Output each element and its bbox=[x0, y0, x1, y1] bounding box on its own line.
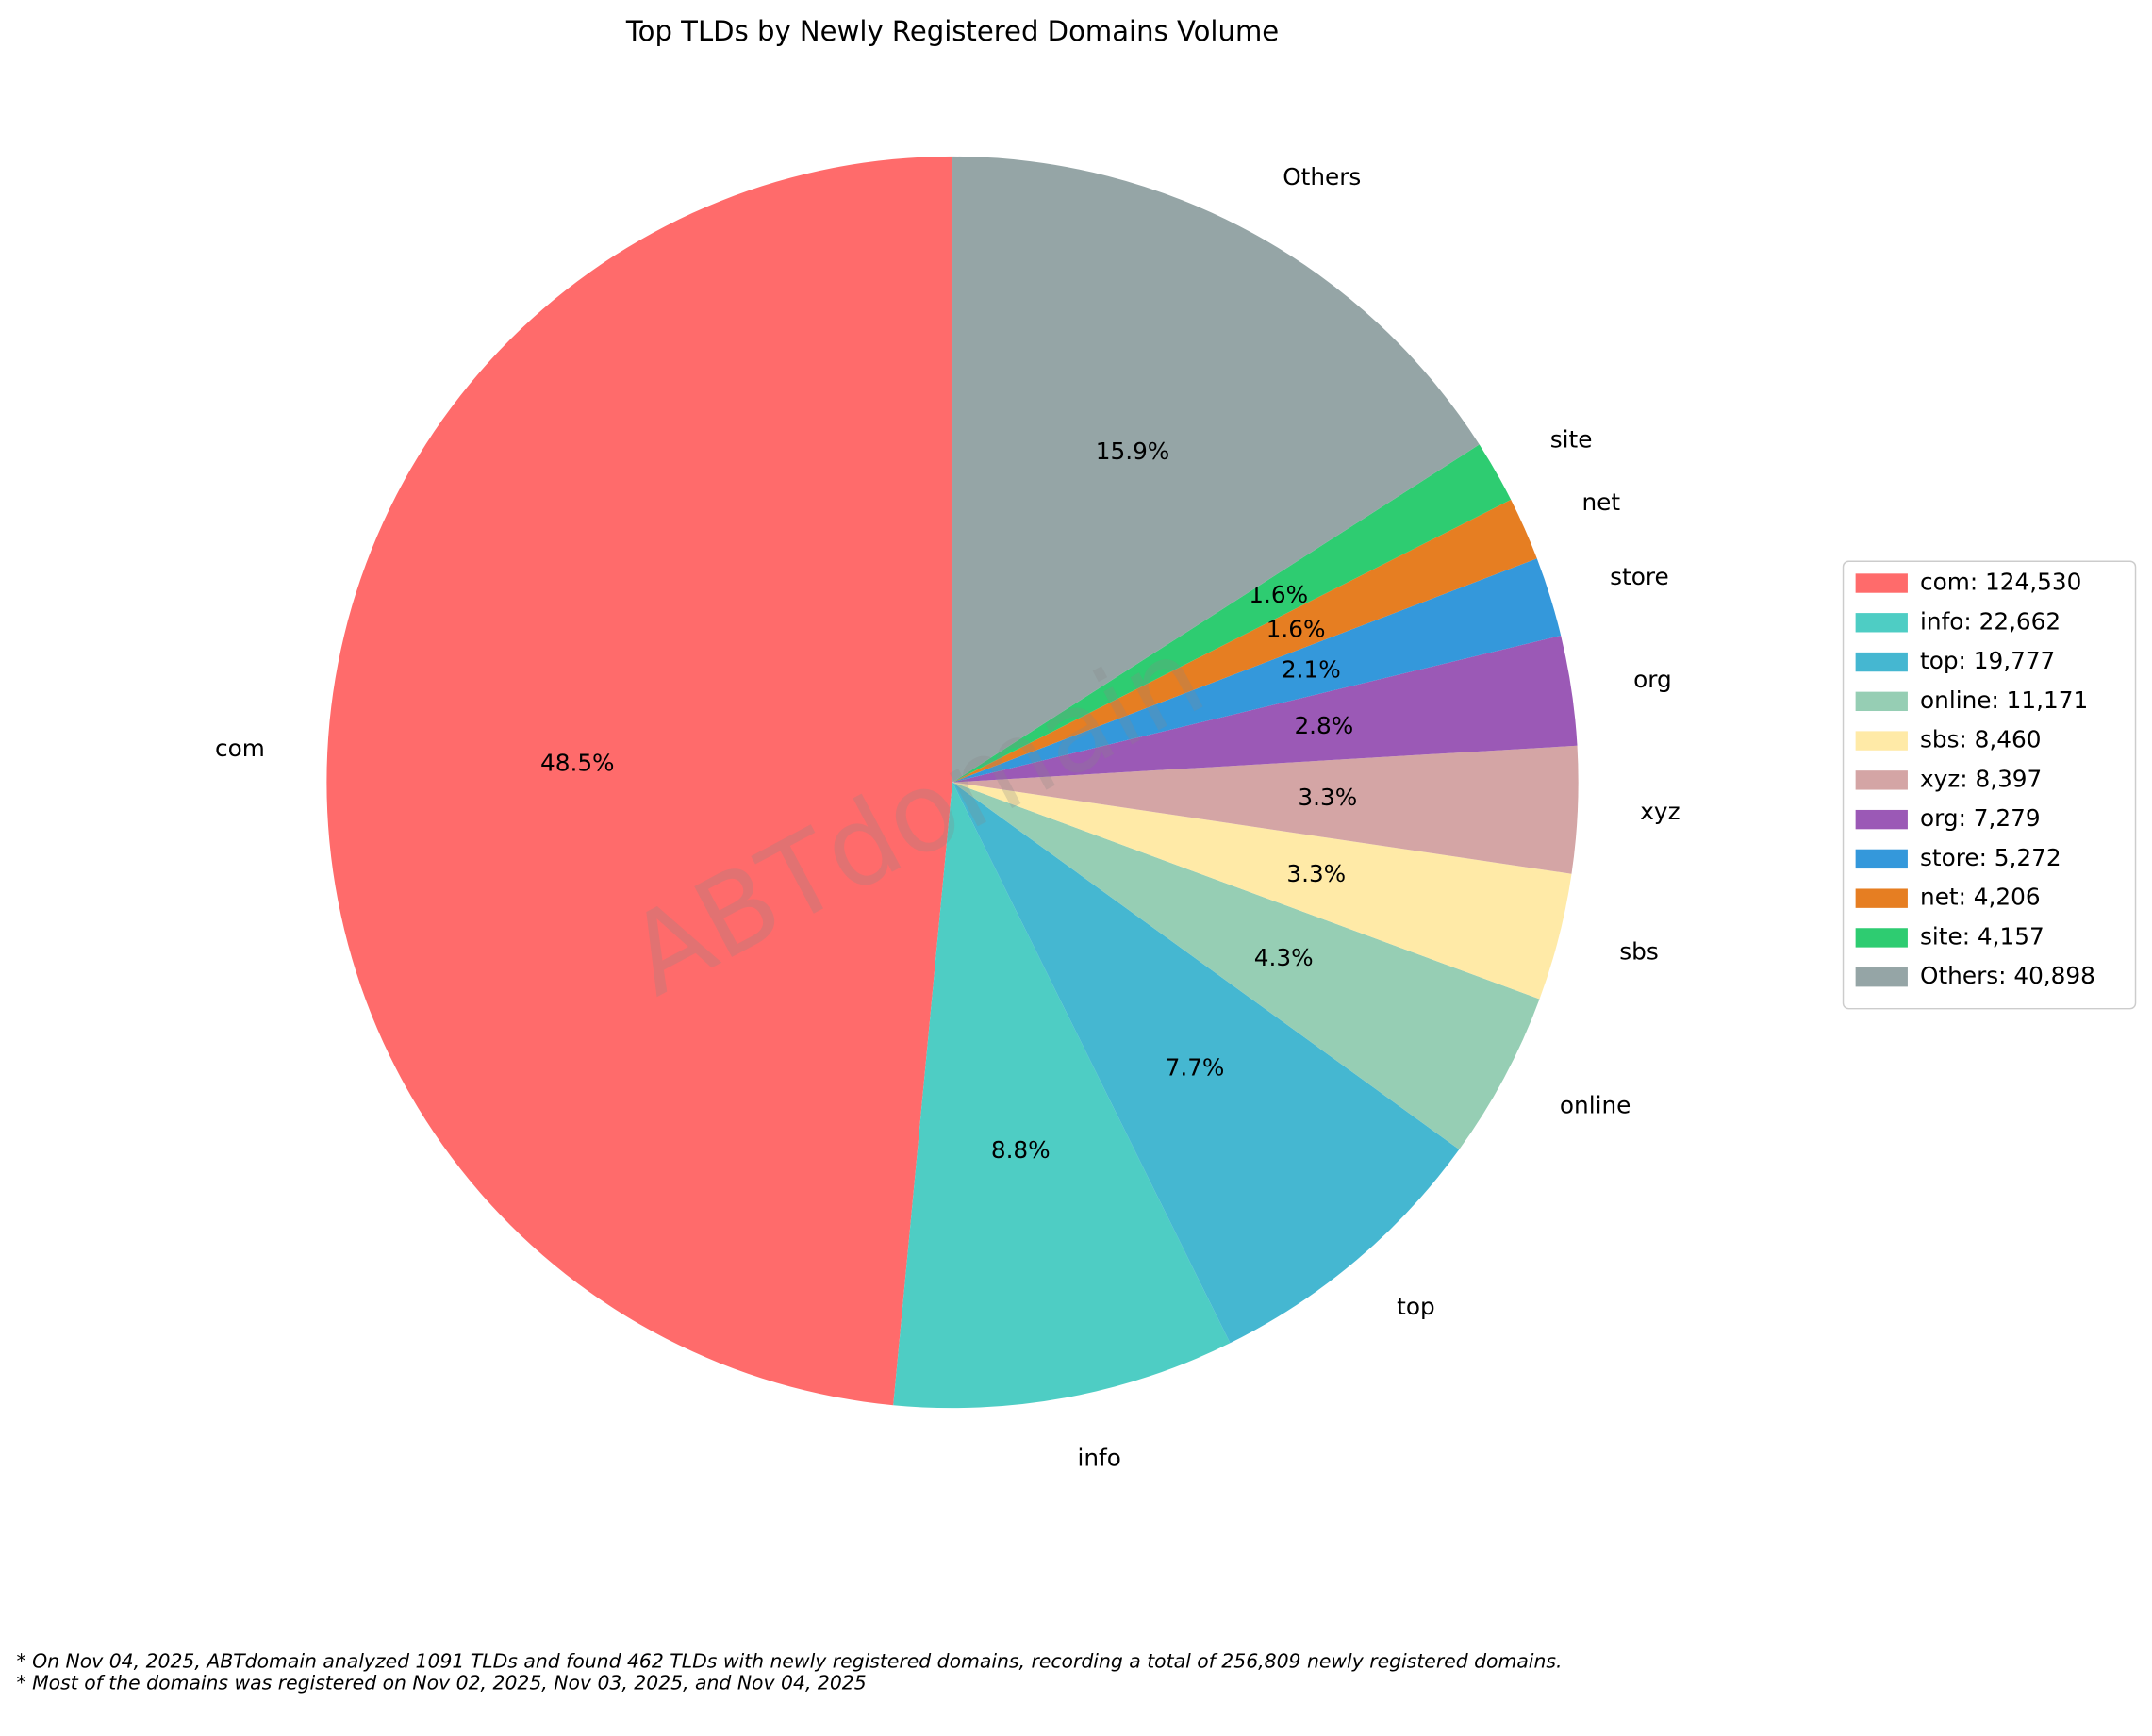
legend-swatch bbox=[1855, 849, 1908, 869]
slice-label: com bbox=[215, 735, 265, 762]
slice-label: net bbox=[1581, 488, 1620, 516]
legend-label: org: 7,279 bbox=[1920, 804, 2041, 832]
pie-slice bbox=[952, 636, 1578, 783]
legend-swatch bbox=[1855, 809, 1908, 830]
slice-label: xyz bbox=[1640, 798, 1680, 825]
percent-label: 3.3% bbox=[1298, 784, 1357, 811]
slice-label: online bbox=[1560, 1091, 1631, 1118]
legend-label: site: 4,157 bbox=[1920, 922, 2044, 950]
pie-slice bbox=[952, 444, 1512, 783]
legend-box bbox=[1842, 560, 2137, 1010]
legend-label: sbs: 8,460 bbox=[1920, 726, 2041, 753]
slice-label: top bbox=[1397, 1293, 1435, 1320]
percent-label: 7.7% bbox=[1166, 1054, 1225, 1082]
percent-label: 48.5% bbox=[540, 750, 615, 777]
footnote: * Most of the domains was registered on … bbox=[16, 1672, 866, 1695]
pie-slice bbox=[952, 499, 1537, 783]
legend-swatch bbox=[1855, 928, 1908, 948]
slice-label: site bbox=[1550, 425, 1593, 453]
pie-slice bbox=[952, 782, 1460, 1344]
slice-label: store bbox=[1610, 563, 1669, 590]
legend-label: online: 11,171 bbox=[1920, 686, 2088, 714]
legend-swatch bbox=[1855, 888, 1908, 908]
percent-label: 8.8% bbox=[991, 1136, 1051, 1164]
pie-slice bbox=[952, 782, 1572, 1000]
pie-slice bbox=[952, 782, 1540, 1150]
percent-label: 3.3% bbox=[1286, 860, 1346, 887]
percent-label: 2.1% bbox=[1282, 655, 1341, 683]
slice-label: sbs bbox=[1619, 937, 1658, 965]
legend-label: xyz: 8,397 bbox=[1920, 765, 2042, 792]
pie-slice bbox=[893, 782, 1231, 1409]
legend-swatch bbox=[1855, 691, 1908, 712]
legend-swatch bbox=[1855, 573, 1908, 593]
legend-label: store: 5,272 bbox=[1920, 844, 2061, 871]
legend-label: com: 124,530 bbox=[1920, 569, 2081, 596]
percent-label: 1.6% bbox=[1266, 615, 1326, 642]
legend-label: net: 4,206 bbox=[1920, 884, 2041, 911]
percent-label: 2.8% bbox=[1294, 712, 1353, 739]
legend-label: top: 19,777 bbox=[1920, 647, 2055, 674]
slice-label: org bbox=[1633, 666, 1672, 693]
percent-label: 15.9% bbox=[1096, 438, 1170, 465]
legend-label: info: 22,662 bbox=[1920, 607, 2061, 635]
slice-label: info bbox=[1077, 1444, 1120, 1471]
legend-swatch bbox=[1855, 770, 1908, 790]
percent-label: 4.3% bbox=[1254, 944, 1314, 971]
legend-swatch bbox=[1855, 967, 1908, 987]
legend-swatch bbox=[1855, 613, 1908, 633]
pie-slice bbox=[952, 558, 1562, 783]
pie-slice bbox=[326, 156, 953, 1406]
chart-title: Top TLDs by Newly Registered Domains Vol… bbox=[625, 15, 1279, 47]
legend-swatch bbox=[1855, 731, 1908, 751]
pie-slice bbox=[952, 156, 1480, 783]
slice-label: Others bbox=[1283, 163, 1361, 190]
footnote: * On Nov 04, 2025, ABTdomain analyzed 10… bbox=[16, 1649, 1562, 1672]
legend-swatch bbox=[1855, 652, 1908, 672]
legend-label: Others: 40,898 bbox=[1920, 962, 2095, 989]
pie-slice bbox=[952, 745, 1579, 874]
